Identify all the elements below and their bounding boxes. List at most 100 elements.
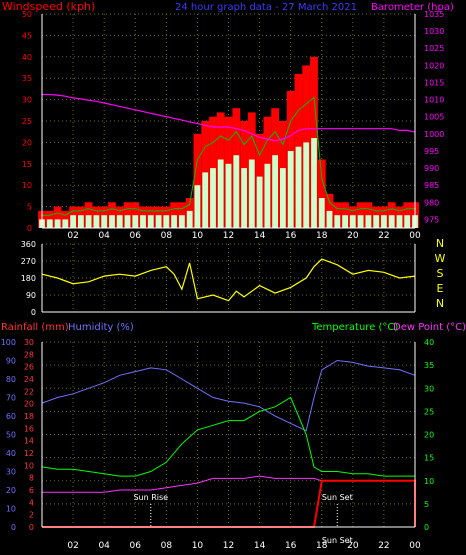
wind-barometer-chart: Windspeed (kph) 24 hour graph data - 27 …	[2, 0, 454, 241]
barometer-tick-label: 1010	[424, 96, 444, 105]
windspeed-tick-label: 40	[22, 53, 32, 62]
wind-average-bar	[241, 168, 247, 228]
wind-average-bar	[155, 215, 162, 228]
direction-tick-label: 270	[21, 257, 36, 266]
wind-gust-bar	[131, 202, 140, 228]
wind-average-bar	[194, 185, 201, 228]
direction-chart-frame	[41, 244, 416, 313]
temperature-tick-label: 0	[424, 523, 429, 532]
sun-annotation-label: Sun Rise	[133, 493, 168, 502]
rainfall-tick-label: 8	[29, 474, 34, 483]
wind-average-bar	[381, 215, 387, 228]
wind-average-bar	[109, 215, 115, 228]
humidity-tick-label: 90	[6, 357, 16, 366]
wind-average-bar	[46, 219, 53, 228]
wind-average-bar	[225, 163, 232, 228]
wind-average-bar	[124, 215, 131, 228]
humidity-tick-labels: 0 10 20 30 40 50 60 70 80 90 100	[1, 338, 16, 532]
x-tick-label: 14	[254, 541, 266, 551]
sun-annotation-label: Sun Set	[322, 493, 353, 502]
wind-gust-bar	[53, 206, 62, 228]
temperature-tick-label: 15	[424, 454, 434, 463]
rainfall-tick-label: 10	[24, 461, 34, 470]
barometer-tick-labels: 975 980 985 990 995 1000 1005 1010 1015 1020 1025 1…	[424, 10, 444, 224]
wind-gust-line	[42, 96, 415, 216]
wind-average-bar	[140, 215, 146, 228]
humidity-tick-label: 100	[1, 338, 16, 347]
barometer-tick-label: 1000	[424, 130, 444, 139]
humidity-tick-label: 30	[6, 468, 16, 477]
chart-title: 24 hour graph data - 27 March 2021	[175, 2, 357, 13]
wind-average-bar	[210, 168, 216, 228]
barometer-tick-label: 1020	[424, 61, 444, 70]
x-tick-label: 00	[409, 541, 421, 551]
wind-gust-bar	[403, 202, 412, 228]
temperature-tick-label: 10	[424, 477, 434, 486]
temperature-time-tick-labels: 02 04 06 08 10 12 14 16 18 20 22 00	[67, 541, 421, 551]
x-tick-label: 12	[223, 541, 234, 551]
wind-average-bar	[318, 198, 325, 228]
sun-annotations: Sun Rise Sun Set Sun Set	[133, 493, 352, 545]
x-tick-label: 22	[378, 541, 389, 551]
wind-chart-frame	[41, 14, 416, 229]
rainfall-tick-label: 20	[24, 400, 34, 409]
wind-average-bar	[311, 138, 317, 228]
x-tick-label: 16	[285, 231, 297, 241]
wind-average-bar	[163, 215, 170, 228]
rainfall-tick-label: 26	[24, 363, 34, 372]
rainfall-tick-label: 0	[29, 523, 34, 532]
rainfall-tick-label: 28	[24, 350, 34, 359]
windspeed-tick-label: 0	[27, 224, 32, 233]
x-tick-label: 10	[192, 541, 204, 551]
barometer-tick-label: 985	[424, 181, 439, 190]
wind-average-bars	[39, 138, 418, 228]
rainfall-tick-label: 18	[24, 412, 34, 421]
wind-average-bar	[365, 215, 372, 228]
x-tick-label: 04	[98, 231, 110, 241]
x-tick-label: 02	[67, 541, 78, 551]
windspeed-tick-label: 5	[27, 203, 32, 212]
direction-tick-label: 360	[21, 240, 36, 249]
humidity-axis-label: Humidity (%)	[68, 322, 134, 333]
wind-average-bar	[179, 215, 185, 228]
barometer-tick-label: 990	[424, 164, 439, 173]
humidity-tick-label: 80	[6, 375, 16, 384]
wind-average-bar	[404, 215, 411, 228]
barometer-tick-label: 1030	[424, 27, 444, 36]
wind-gust-bar	[364, 202, 373, 228]
rainfall-tick-label: 24	[24, 375, 34, 384]
wind-gust-bar	[170, 202, 178, 228]
rainfall-axis-label: Rainfall (mm)	[1, 322, 69, 333]
x-tick-label: 16	[285, 541, 297, 551]
x-tick-label: 22	[378, 231, 389, 241]
barometer-tick-label: 975	[424, 215, 439, 224]
windspeed-tick-label: 20	[22, 138, 32, 147]
wind-average-bar	[116, 215, 123, 228]
x-tick-label: 10	[192, 231, 204, 241]
humidity-tick-label: 50	[6, 431, 16, 440]
wind-average-bar	[132, 215, 139, 228]
temperature-line	[41, 396, 415, 477]
wind-average-bar	[70, 215, 76, 228]
x-tick-label: 04	[98, 541, 110, 551]
wind-average-bar	[85, 215, 92, 228]
direction-tick-label: 0	[31, 308, 36, 317]
windspeed-tick-label: 50	[22, 10, 32, 19]
wind-average-bar	[147, 215, 154, 228]
humidity-tick-label: 60	[6, 412, 16, 421]
x-tick-label: 06	[130, 541, 142, 551]
x-tick-label: 06	[130, 231, 142, 241]
windspeed-tick-label: 25	[22, 117, 32, 126]
sun-annotation-label: Sun Set	[322, 536, 353, 545]
x-tick-label: 14	[254, 231, 266, 241]
temperature-tick-label: 20	[424, 431, 434, 440]
wind-average-bar	[62, 219, 69, 228]
barometer-line	[42, 93, 416, 142]
wind-average-bar	[256, 176, 263, 228]
windspeed-axis-label: Windspeed (kph)	[2, 0, 95, 13]
barometer-tick-label: 995	[424, 147, 439, 156]
x-tick-label: 20	[347, 541, 359, 551]
